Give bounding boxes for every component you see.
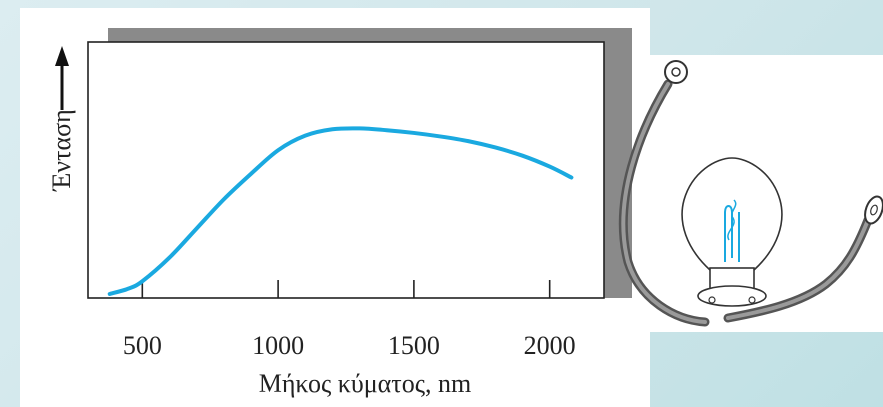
socket-screw-left [708,296,716,304]
x-tick-label: 500 [123,331,162,360]
bulb-socket [697,285,767,307]
right-wire-highlight [726,218,870,320]
x-tick-labels: 500 1000 1500 2000 [123,331,576,360]
series-line [107,126,574,296]
y-axis-arrow-icon [55,46,69,66]
left-wire-highlight [621,82,707,324]
light-bulb-illustration [618,60,883,327]
chart-area: 500 1000 1500 2000 [87,28,632,360]
socket-screw-right [748,296,756,304]
x-tick-label: 1000 [252,331,304,360]
x-tick-label: 1500 [388,331,440,360]
left-ring-hole [671,67,681,77]
filament-coil [727,199,737,241]
right-ring-hole [870,204,878,216]
x-ticks [141,280,551,298]
y-axis-title: Ένταση [47,46,76,192]
x-tick-label: 2000 [524,331,576,360]
y-axis-label: Ένταση [47,109,76,191]
x-axis-label: Μήκος κύματος, nm [259,369,472,398]
